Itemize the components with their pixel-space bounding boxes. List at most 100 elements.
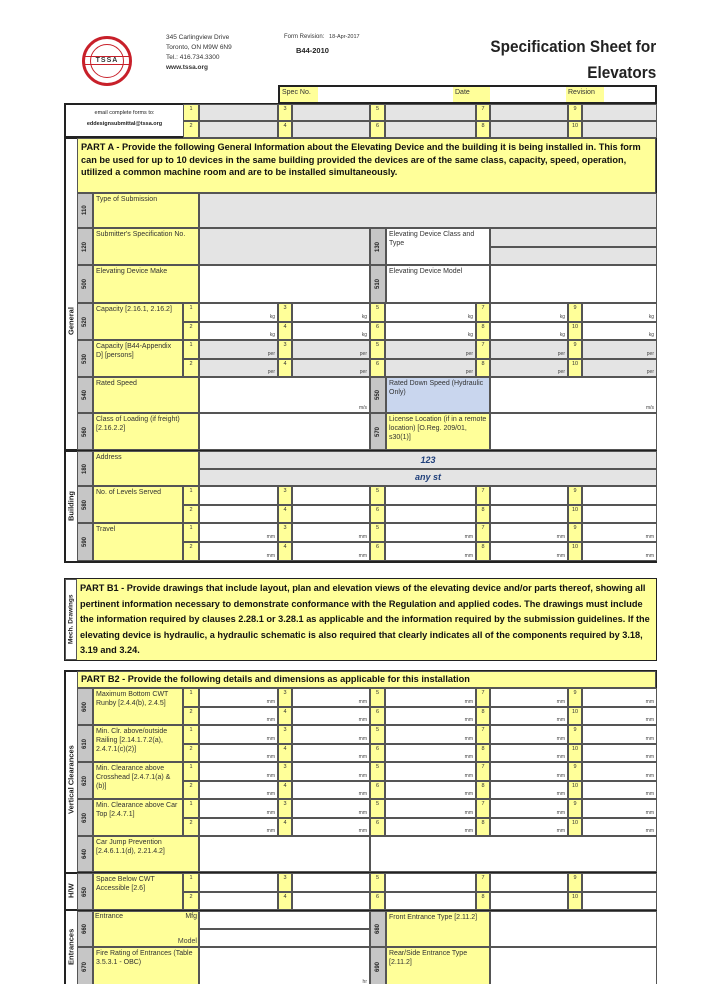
- device-4-input[interactable]: mm: [292, 743, 370, 762]
- device-7-input[interactable]: [490, 873, 568, 892]
- website-link[interactable]: www.tssa.org: [166, 64, 209, 71]
- device-10-input[interactable]: mm: [582, 706, 657, 725]
- device-6-input[interactable]: mm: [385, 780, 476, 799]
- device-1-input[interactable]: mm: [199, 799, 278, 818]
- device-4-input[interactable]: mm: [292, 817, 370, 836]
- device-4-input[interactable]: mm: [292, 706, 370, 725]
- device-8-input[interactable]: mm: [490, 743, 568, 762]
- device-10-input[interactable]: mm: [582, 780, 657, 799]
- field-input[interactable]: m/s: [490, 377, 657, 413]
- device-5-input[interactable]: mm: [385, 762, 476, 781]
- device-7-input[interactable]: mm: [490, 523, 568, 542]
- device-6-input[interactable]: [385, 891, 476, 910]
- field-input[interactable]: m/s: [199, 377, 370, 413]
- device-9-input[interactable]: mm: [582, 523, 657, 542]
- device-9-input[interactable]: [582, 104, 657, 121]
- device-10-input[interactable]: [582, 891, 657, 910]
- device-6-input[interactable]: [385, 121, 476, 138]
- device-4-input[interactable]: [292, 891, 370, 910]
- device-7-input[interactable]: kg: [490, 303, 568, 322]
- device-3-input[interactable]: [292, 486, 370, 505]
- field-input[interactable]: [199, 265, 370, 303]
- device-7-input[interactable]: mm: [490, 725, 568, 744]
- device-10-input[interactable]: mm: [582, 743, 657, 762]
- device-10-input[interactable]: kg: [582, 321, 657, 340]
- device-6-input[interactable]: mm: [385, 542, 476, 561]
- device-10-input[interactable]: [582, 121, 657, 138]
- device-6-input[interactable]: per: [385, 358, 476, 377]
- device-7-input[interactable]: [490, 104, 568, 121]
- device-2-input[interactable]: [199, 121, 278, 138]
- device-8-input[interactable]: mm: [490, 817, 568, 836]
- device-6-input[interactable]: mm: [385, 743, 476, 762]
- field-input[interactable]: [490, 947, 657, 984]
- device-8-input[interactable]: [490, 121, 568, 138]
- field-input[interactable]: [370, 836, 657, 872]
- device-3-input[interactable]: per: [292, 340, 370, 359]
- device-5-input[interactable]: mm: [385, 799, 476, 818]
- device-6-input[interactable]: mm: [385, 817, 476, 836]
- device-1-input[interactable]: per: [199, 340, 278, 359]
- field-input[interactable]: [199, 228, 370, 265]
- device-10-input[interactable]: mm: [582, 817, 657, 836]
- device-8-input[interactable]: per: [490, 358, 568, 377]
- device-3-input[interactable]: mm: [292, 762, 370, 781]
- device-5-input[interactable]: [385, 486, 476, 505]
- device-3-input[interactable]: kg: [292, 303, 370, 322]
- device-7-input[interactable]: mm: [490, 762, 568, 781]
- device-8-input[interactable]: mm: [490, 780, 568, 799]
- device-4-input[interactable]: per: [292, 358, 370, 377]
- device-5-input[interactable]: [385, 873, 476, 892]
- device-10-input[interactable]: [582, 504, 657, 523]
- device-6-input[interactable]: kg: [385, 321, 476, 340]
- device-7-input[interactable]: mm: [490, 799, 568, 818]
- field-input[interactable]: hr: [199, 947, 370, 984]
- device-9-input[interactable]: per: [582, 340, 657, 359]
- device-8-input[interactable]: [490, 891, 568, 910]
- field-input[interactable]: [199, 836, 370, 872]
- field-input[interactable]: [199, 413, 370, 450]
- date-input[interactable]: [490, 87, 566, 102]
- device-10-input[interactable]: mm: [582, 542, 657, 561]
- device-1-input[interactable]: [199, 873, 278, 892]
- device-5-input[interactable]: mm: [385, 688, 476, 707]
- device-4-input[interactable]: [292, 504, 370, 523]
- device-3-input[interactable]: mm: [292, 688, 370, 707]
- device-8-input[interactable]: kg: [490, 321, 568, 340]
- device-1-input[interactable]: mm: [199, 523, 278, 542]
- device-9-input[interactable]: mm: [582, 725, 657, 744]
- device-4-input[interactable]: [292, 121, 370, 138]
- device-1-input[interactable]: mm: [199, 688, 278, 707]
- field-input[interactable]: [490, 228, 657, 247]
- device-3-input[interactable]: mm: [292, 523, 370, 542]
- device-1-input[interactable]: mm: [199, 725, 278, 744]
- device-2-input[interactable]: mm: [199, 817, 278, 836]
- device-9-input[interactable]: mm: [582, 688, 657, 707]
- device-2-input[interactable]: mm: [199, 542, 278, 561]
- device-2-input[interactable]: [199, 891, 278, 910]
- device-4-input[interactable]: mm: [292, 542, 370, 561]
- device-1-input[interactable]: [199, 104, 278, 121]
- device-3-input[interactable]: mm: [292, 799, 370, 818]
- device-5-input[interactable]: mm: [385, 725, 476, 744]
- model-input[interactable]: [199, 929, 370, 947]
- field-input[interactable]: [490, 911, 657, 947]
- device-5-input[interactable]: mm: [385, 523, 476, 542]
- device-4-input[interactable]: mm: [292, 780, 370, 799]
- device-1-input[interactable]: mm: [199, 762, 278, 781]
- device-2-input[interactable]: mm: [199, 743, 278, 762]
- device-1-input[interactable]: kg: [199, 303, 278, 322]
- field-input[interactable]: [490, 265, 657, 303]
- device-7-input[interactable]: [490, 486, 568, 505]
- field-input[interactable]: [490, 246, 657, 265]
- device-9-input[interactable]: kg: [582, 303, 657, 322]
- device-5-input[interactable]: per: [385, 340, 476, 359]
- email-address-link[interactable]: eddesignsubmittal@tssa.org: [86, 121, 163, 127]
- device-4-input[interactable]: kg: [292, 321, 370, 340]
- revision-input[interactable]: [604, 87, 655, 102]
- device-6-input[interactable]: mm: [385, 706, 476, 725]
- device-8-input[interactable]: [490, 504, 568, 523]
- field-input[interactable]: [490, 413, 657, 450]
- device-2-input[interactable]: [199, 504, 278, 523]
- device-2-input[interactable]: mm: [199, 780, 278, 799]
